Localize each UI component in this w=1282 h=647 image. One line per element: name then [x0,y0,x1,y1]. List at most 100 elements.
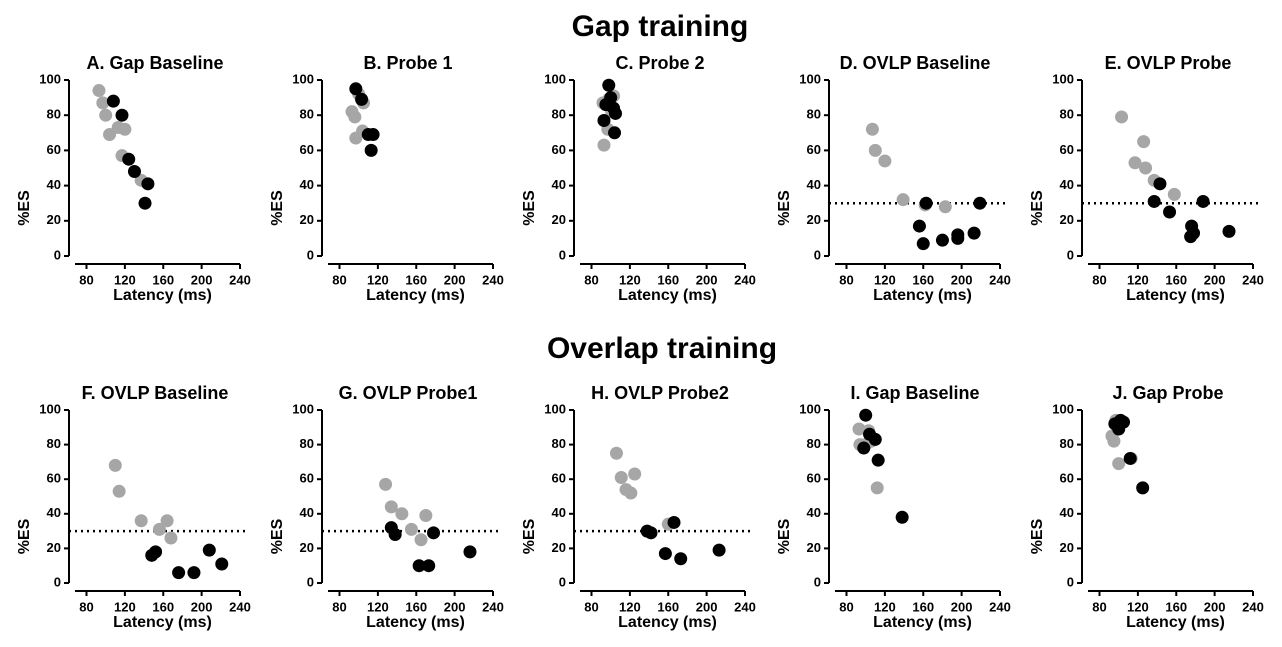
point [388,528,402,542]
y-tick-label: 20 [807,212,821,227]
x-tick-label: 200 [951,272,973,287]
y-tick-label: 0 [54,247,61,262]
x-axis-label: Latency (ms) [113,287,212,304]
point [202,543,216,557]
y-axis-label: %ES [521,518,538,554]
point [973,196,987,210]
x-tick-label: 240 [1242,599,1264,614]
chart-title: F. OVLP Baseline [82,383,229,403]
y-tick-label: 40 [807,505,821,520]
y-axis-label: %ES [776,518,793,554]
point [608,126,622,140]
x-tick-label: 160 [912,272,934,287]
x-tick-label: 160 [405,599,427,614]
y-tick-label: 20 [1060,540,1074,555]
point [134,514,148,528]
y-tick-label: 100 [544,71,566,86]
point [628,467,642,481]
point [935,233,949,247]
x-tick-label: 80 [584,599,598,614]
y-tick-label: 60 [47,471,61,486]
point [1128,156,1142,170]
point [602,78,616,92]
y-tick-label: 0 [1067,574,1074,589]
point [674,552,688,566]
x-axis-label: Latency (ms) [366,287,465,304]
chart-title: C. Probe 2 [615,53,704,73]
point [1139,161,1153,175]
point [463,545,477,559]
x-tick-label: 120 [1127,599,1149,614]
chart-title: J. Gap Probe [1112,383,1223,403]
y-tick-label: 80 [300,436,314,451]
x-tick-label: 160 [1165,599,1187,614]
y-tick-label: 100 [39,401,61,416]
y-tick-label: 80 [552,107,566,122]
y-tick-label: 40 [807,177,821,192]
x-axis-label: Latency (ms) [1126,287,1225,304]
y-tick-label: 0 [307,247,314,262]
x-axis-label: Latency (ms) [366,614,465,631]
y-axis-label: %ES [269,190,286,226]
y-tick-label: 40 [47,505,61,520]
y-tick-label: 40 [300,177,314,192]
y-axis-label: %ES [521,190,538,226]
point [152,522,166,536]
y-tick-label: 0 [559,574,566,589]
y-tick-label: 60 [1060,142,1074,157]
x-tick-label: 160 [152,599,174,614]
point [1107,434,1121,448]
point [1137,135,1151,149]
x-tick-label: 120 [367,272,389,287]
x-tick-label: 240 [989,599,1011,614]
point [172,566,186,580]
y-tick-label: 0 [814,247,821,262]
x-tick-label: 120 [874,272,896,287]
point [608,106,622,120]
x-tick-label: 160 [152,272,174,287]
x-tick-label: 200 [1204,599,1226,614]
x-tick-label: 240 [229,272,251,287]
y-tick-label: 60 [300,471,314,486]
y-tick-label: 80 [300,107,314,122]
y-tick-label: 60 [807,142,821,157]
y-tick-label: 100 [799,401,821,416]
chart-title: G. OVLP Probe1 [339,383,478,403]
y-tick-label: 100 [1052,401,1074,416]
point [412,559,426,573]
point [871,453,885,467]
y-tick-label: 80 [807,107,821,122]
y-tick-label: 60 [300,142,314,157]
y-tick-label: 80 [552,436,566,451]
point [96,96,110,110]
section-title: Overlap training [547,332,777,365]
y-tick-label: 0 [54,574,61,589]
x-tick-label: 160 [1165,272,1187,287]
point [118,122,132,136]
chart-title: I. Gap Baseline [850,383,979,403]
point [419,509,433,523]
y-tick-label: 40 [1060,177,1074,192]
y-axis-label: %ES [1029,190,1046,226]
point [1116,415,1130,429]
x-tick-label: 80 [584,272,598,287]
point [422,559,436,573]
point [108,458,122,472]
y-tick-label: 60 [807,471,821,486]
y-tick-label: 80 [1060,436,1074,451]
point [852,422,866,436]
y-tick-label: 100 [292,401,314,416]
y-tick-label: 60 [47,142,61,157]
point [859,408,873,422]
point [938,200,952,214]
x-tick-label: 120 [619,272,641,287]
x-tick-label: 120 [367,599,389,614]
point [112,484,126,498]
y-tick-label: 80 [807,436,821,451]
y-tick-label: 80 [47,436,61,451]
x-tick-label: 240 [734,599,756,614]
point [878,154,892,168]
point [1187,226,1201,240]
chart-title: B. Probe 1 [363,53,452,73]
y-tick-label: 100 [39,71,61,86]
